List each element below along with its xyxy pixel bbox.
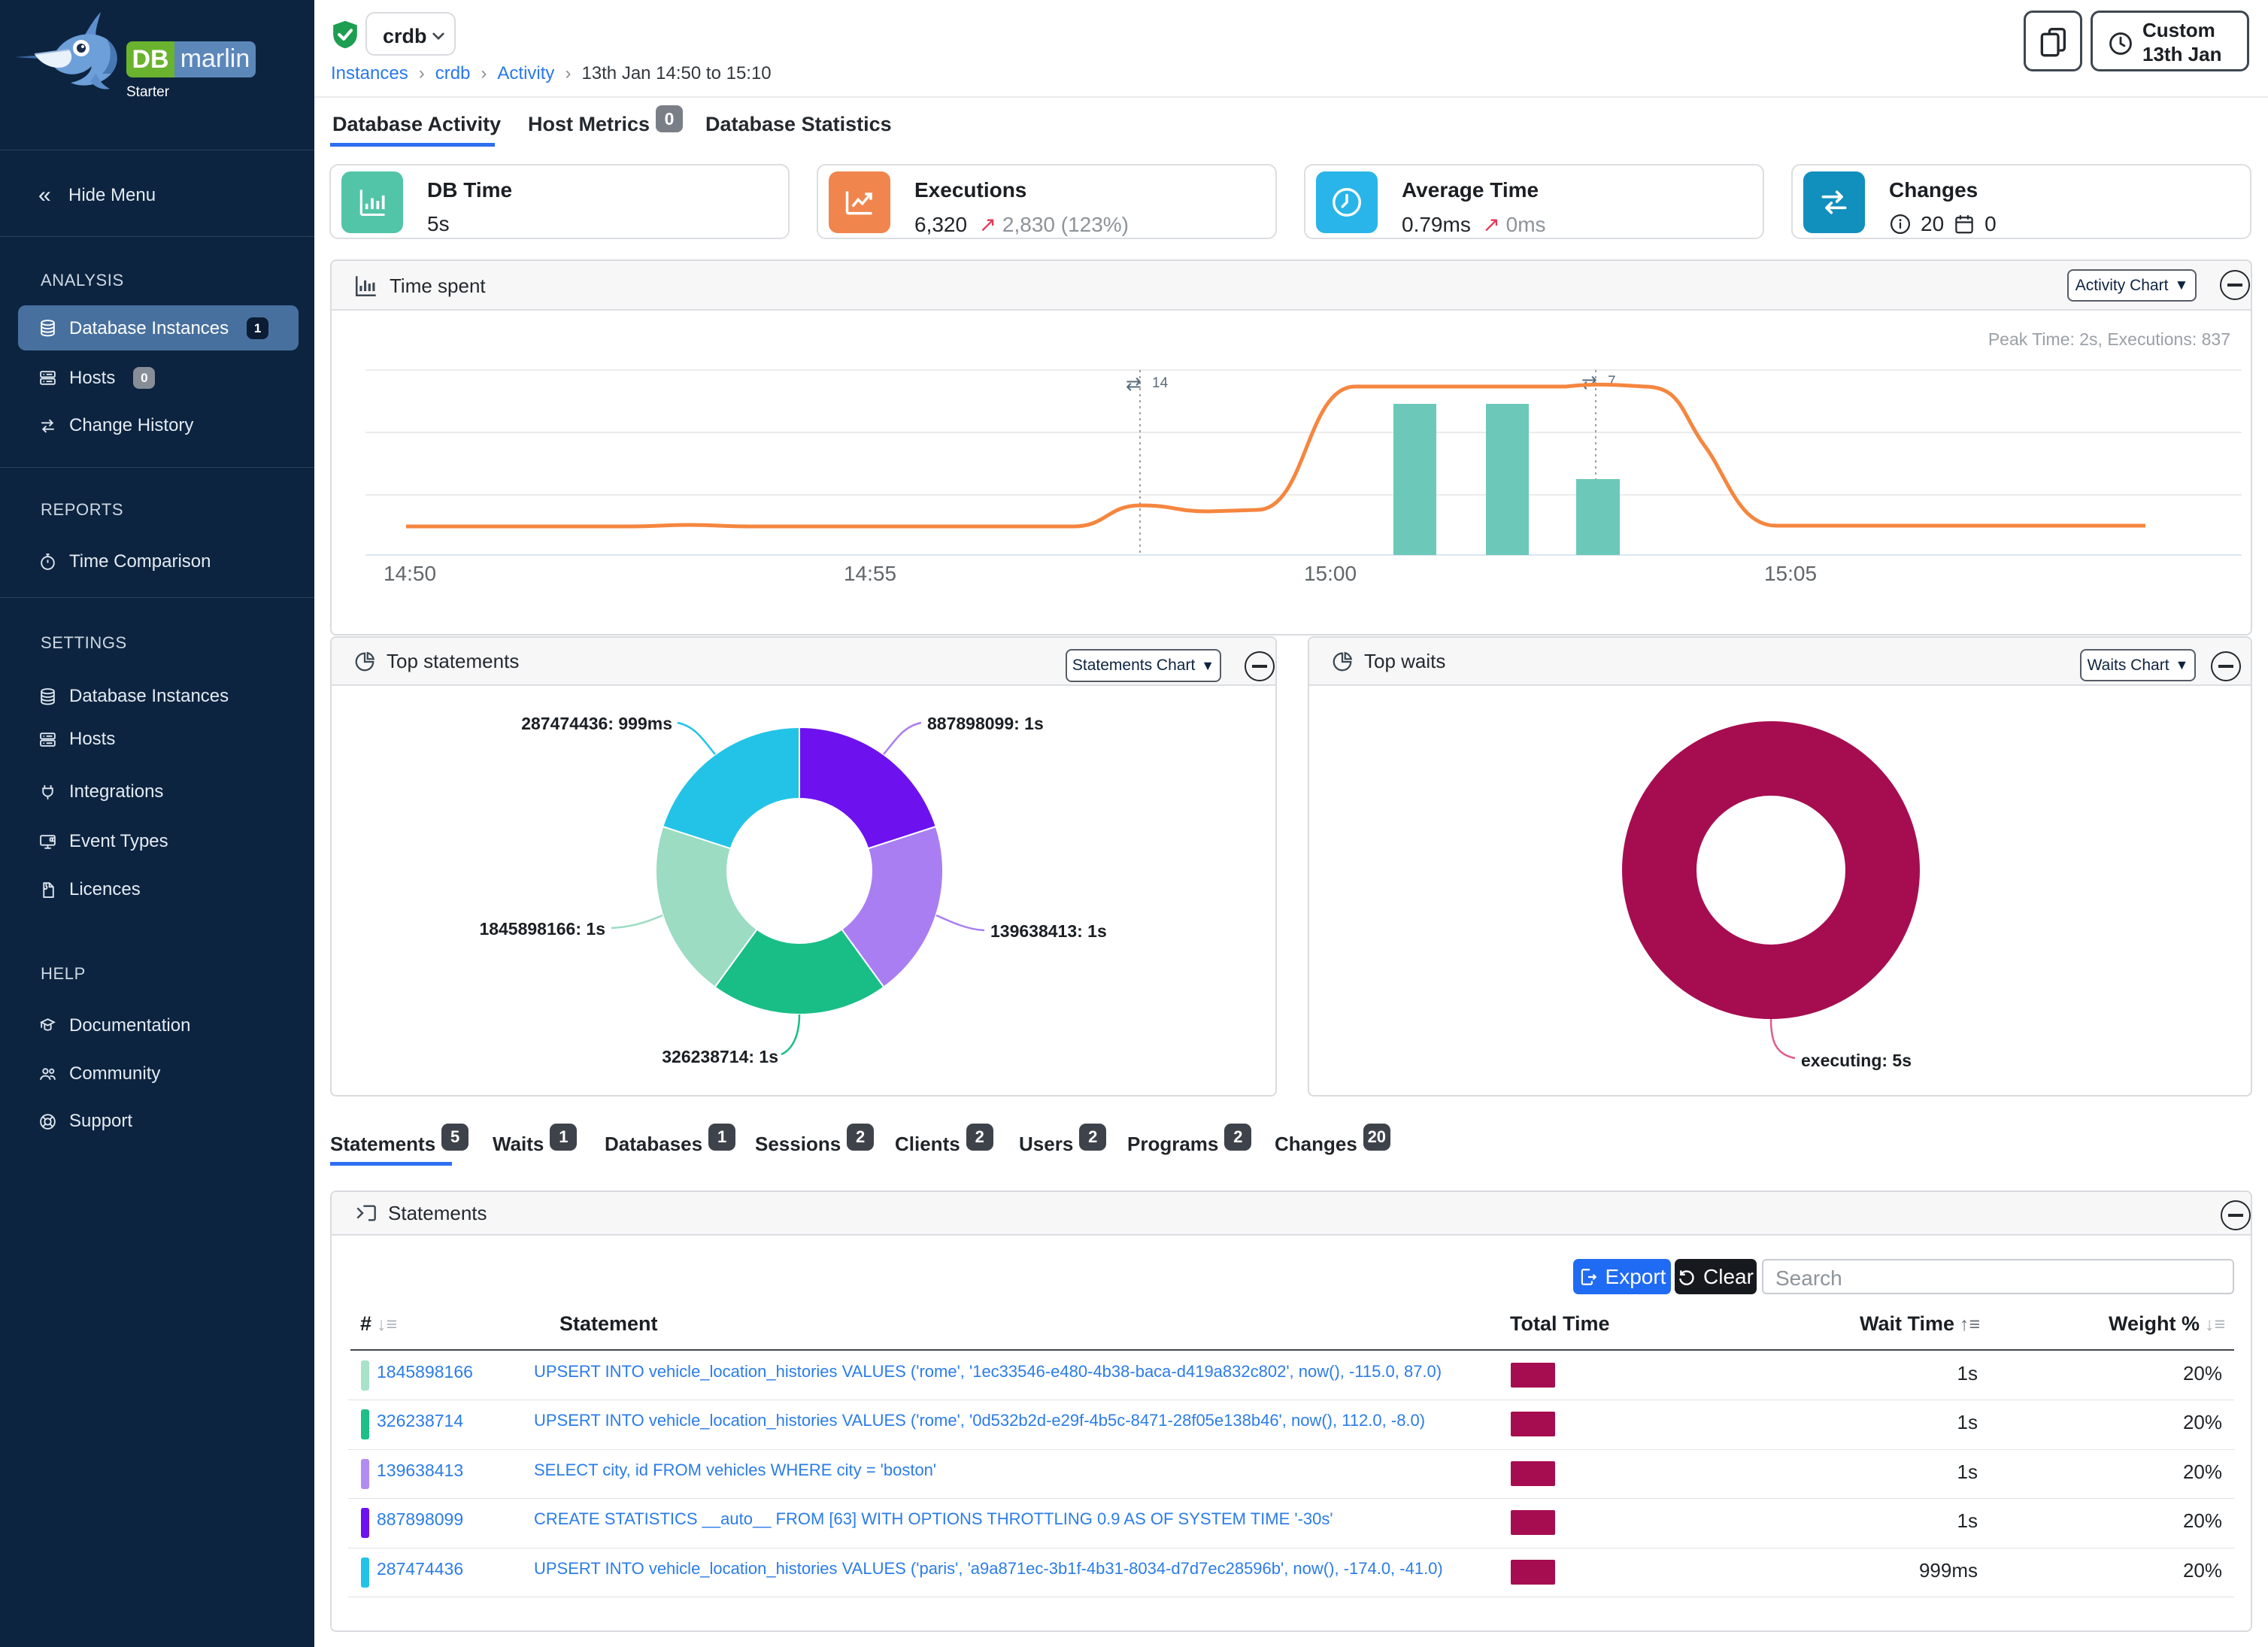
svg-text:1845898166: 1s: 1845898166: 1s [479, 919, 605, 939]
svg-text:14: 14 [1152, 375, 1169, 391]
svg-text:14:50: 14:50 [384, 562, 436, 585]
svg-text:15:00: 15:00 [1304, 562, 1357, 585]
svg-text:⇄: ⇄ [1581, 372, 1597, 393]
svg-text:executing: 5s: executing: 5s [1801, 1051, 1912, 1070]
svg-text:139638413: 1s: 139638413: 1s [990, 921, 1107, 941]
svg-text:15:05: 15:05 [1764, 562, 1817, 585]
svg-text:287474436: 999ms: 287474436: 999ms [521, 714, 672, 733]
svg-text:14:55: 14:55 [844, 562, 896, 585]
svg-text:326238714: 1s: 326238714: 1s [662, 1047, 778, 1066]
svg-text:7: 7 [1608, 374, 1616, 390]
svg-text:887898099: 1s: 887898099: 1s [927, 714, 1044, 733]
svg-text:⇄: ⇄ [1126, 374, 1142, 395]
svg-text:Peak Time: 2s, Executions: 837: Peak Time: 2s, Executions: 837 [1988, 329, 2230, 349]
